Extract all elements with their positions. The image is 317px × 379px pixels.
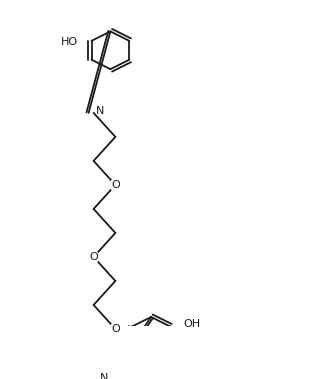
Text: HO: HO	[61, 37, 78, 47]
Text: O: O	[111, 324, 120, 334]
Text: N: N	[95, 106, 104, 116]
Text: N: N	[100, 373, 108, 379]
Text: OH: OH	[184, 319, 201, 329]
Text: O: O	[111, 180, 120, 190]
Text: O: O	[89, 252, 98, 262]
